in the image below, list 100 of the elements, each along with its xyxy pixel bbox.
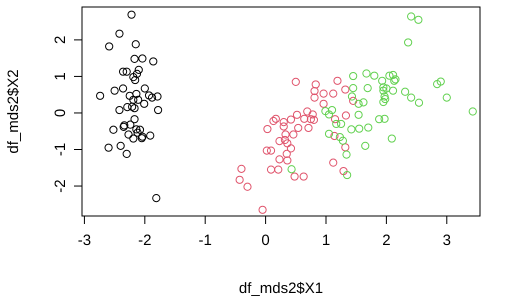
point (388, 70, 398, 80)
point (132, 70, 142, 78)
point (138, 54, 146, 63)
point (332, 120, 340, 128)
point (283, 139, 292, 148)
point (349, 96, 358, 106)
point (388, 86, 398, 95)
point (263, 124, 272, 134)
point (354, 110, 363, 119)
point (379, 98, 388, 106)
point (131, 76, 140, 84)
point (140, 100, 148, 108)
point (364, 123, 372, 132)
point (283, 156, 292, 165)
point (300, 114, 308, 123)
point (118, 68, 128, 76)
point (266, 146, 276, 155)
point (290, 172, 299, 181)
point (132, 90, 140, 98)
x-tick-label: -2 (138, 232, 152, 249)
point (124, 130, 133, 139)
point (354, 100, 363, 108)
point (130, 54, 139, 63)
y-tick-label: -1 (52, 142, 69, 156)
point (153, 92, 162, 101)
point (333, 76, 342, 85)
point (152, 194, 160, 202)
point (442, 94, 451, 102)
x-tick-label: 3 (442, 232, 451, 249)
point (115, 30, 124, 38)
point (306, 115, 315, 124)
point (134, 66, 143, 74)
point (126, 120, 134, 129)
point (148, 94, 156, 102)
x-tick-label: 2 (382, 232, 391, 249)
point (110, 86, 119, 95)
point (342, 150, 351, 159)
point (281, 130, 290, 139)
point (275, 136, 284, 146)
point (129, 134, 138, 143)
y-tick-label: 1 (52, 72, 69, 81)
point (303, 107, 312, 116)
y-axis-title: df_mds2$X2 (5, 69, 22, 154)
point (379, 83, 388, 92)
point (266, 165, 276, 174)
point (362, 69, 371, 78)
point (379, 86, 388, 95)
point (329, 89, 338, 98)
point (321, 107, 330, 116)
point (436, 77, 445, 86)
point (468, 107, 477, 116)
point (115, 106, 124, 114)
point (129, 96, 138, 104)
point (324, 130, 334, 138)
point (341, 85, 350, 94)
point (342, 111, 350, 120)
point (129, 73, 138, 82)
point (272, 114, 280, 123)
point (243, 182, 252, 191)
point (258, 206, 267, 214)
point (407, 94, 416, 102)
point (126, 92, 134, 100)
point (149, 57, 158, 66)
x-tick-label: -1 (198, 232, 212, 249)
point (380, 92, 389, 101)
point (269, 116, 278, 126)
x-axis-title: df_mds2$X1 (238, 280, 324, 297)
point (122, 68, 131, 76)
point (146, 132, 154, 140)
point (380, 114, 389, 123)
point (262, 146, 271, 155)
point (388, 134, 396, 143)
point (310, 94, 319, 102)
point (280, 118, 288, 126)
point (134, 96, 142, 104)
point (355, 124, 364, 133)
point (336, 120, 346, 128)
point (310, 86, 319, 96)
point (104, 144, 113, 152)
point (341, 143, 350, 152)
point (280, 122, 288, 131)
point (407, 12, 416, 21)
point (282, 150, 291, 158)
point (319, 89, 328, 98)
point (339, 166, 348, 176)
point (128, 102, 136, 111)
point (329, 158, 338, 167)
point (348, 92, 356, 101)
point (132, 125, 140, 134)
point (122, 150, 131, 158)
point (381, 94, 390, 104)
point (347, 125, 356, 134)
point (123, 103, 132, 112)
point (310, 116, 318, 124)
point (401, 88, 410, 96)
point (292, 110, 302, 119)
point (414, 16, 422, 24)
point (286, 144, 296, 153)
point (132, 40, 140, 48)
point (312, 80, 320, 89)
